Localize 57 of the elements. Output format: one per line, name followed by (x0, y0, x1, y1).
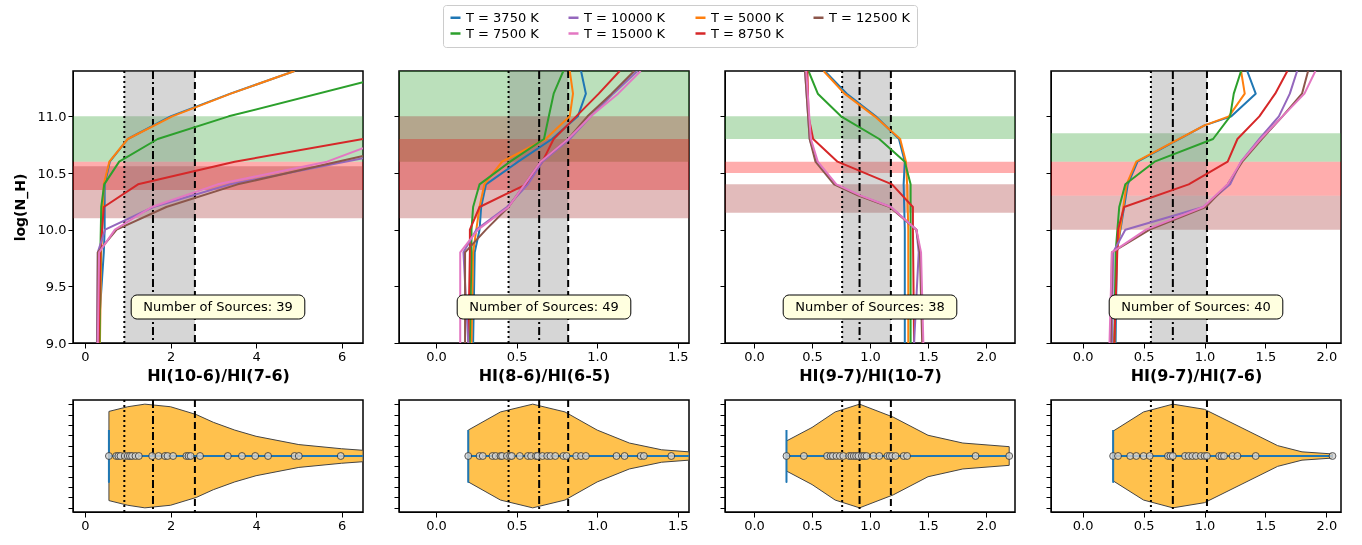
x-tick-label: 4 (252, 517, 261, 533)
x-tick-label: 0.0 (426, 517, 447, 533)
legend-label: T = 10000 K (583, 9, 666, 25)
y-tick-label: 9.5 (45, 278, 67, 294)
x-tick-label: 1.5 (918, 517, 939, 533)
x-tick-label: 0.5 (802, 517, 823, 533)
x-axis-title: HI(9-7)/HI(10-7) (799, 365, 942, 385)
x-tick-label: 1.0 (860, 348, 881, 364)
x-tick-label: 0.5 (506, 517, 528, 533)
x-tick-label: 0.0 (744, 348, 765, 364)
legend-label: T = 12500 K (828, 9, 911, 25)
x-axis-title: HI(8-6)/HI(6-5) (478, 365, 611, 385)
legend-label: T = 5000 K (710, 9, 785, 25)
x-tick-label: 1.0 (587, 348, 609, 364)
x-tick-label: 2 (166, 517, 176, 533)
y-axis-title: log(N_H) (11, 173, 29, 242)
x-tick-label: 0.5 (1133, 348, 1155, 364)
x-tick-label: 2.0 (976, 348, 997, 364)
y-tick-label: 10.0 (37, 222, 67, 238)
x-tick-label: 1.5 (918, 348, 939, 364)
x-tick-label: 0.0 (744, 517, 765, 533)
legend-label: T = 8750 K (710, 25, 785, 41)
x-tick-label: 0 (81, 348, 90, 364)
y-tick-label: 9.0 (45, 335, 67, 351)
x-tick-label: 6 (337, 517, 347, 533)
legend-label: T = 15000 K (583, 25, 666, 41)
x-tick-label: 0 (81, 517, 90, 533)
x-axis-title: HI(10-6)/HI(7-6) (147, 365, 290, 385)
x-tick-label: 0.0 (1072, 348, 1094, 364)
x-tick-label: 1.0 (860, 517, 881, 533)
x-tick-label: 0.5 (802, 348, 823, 364)
x-tick-label: 0.5 (1133, 517, 1155, 533)
x-tick-label: 2 (166, 348, 176, 364)
x-tick-label: 0.5 (506, 348, 528, 364)
annotation: Number of Sources: 49 (469, 299, 619, 314)
x-tick-label: 1.0 (1194, 348, 1216, 364)
x-tick-label: 2.0 (1316, 517, 1338, 533)
x-tick-label: 1.5 (1255, 348, 1277, 364)
y-tick-label: 11.0 (37, 108, 67, 124)
x-tick-label: 1.5 (1255, 517, 1277, 533)
x-tick-label: 4 (252, 348, 261, 364)
x-tick-label: 6 (337, 348, 347, 364)
x-tick-label: 2.0 (976, 517, 997, 533)
x-tick-label: 1.5 (667, 348, 689, 364)
legend-label: T = 7500 K (465, 25, 540, 41)
legend-label: T = 3750 K (465, 9, 540, 25)
x-tick-label: 1.0 (587, 517, 609, 533)
x-tick-label: 2.0 (1316, 348, 1338, 364)
x-tick-label: 1.5 (667, 517, 689, 533)
y-tick-label: 10.5 (37, 165, 67, 181)
x-tick-label: 0.0 (1072, 517, 1094, 533)
x-tick-label: 1.0 (1194, 517, 1216, 533)
x-axis-title: HI(9-7)/HI(7-6) (1130, 365, 1263, 385)
annotation: Number of Sources: 38 (795, 299, 945, 314)
annotation: Number of Sources: 39 (143, 299, 293, 314)
annotation: Number of Sources: 40 (1121, 299, 1271, 314)
x-tick-label: 0.0 (426, 348, 447, 364)
